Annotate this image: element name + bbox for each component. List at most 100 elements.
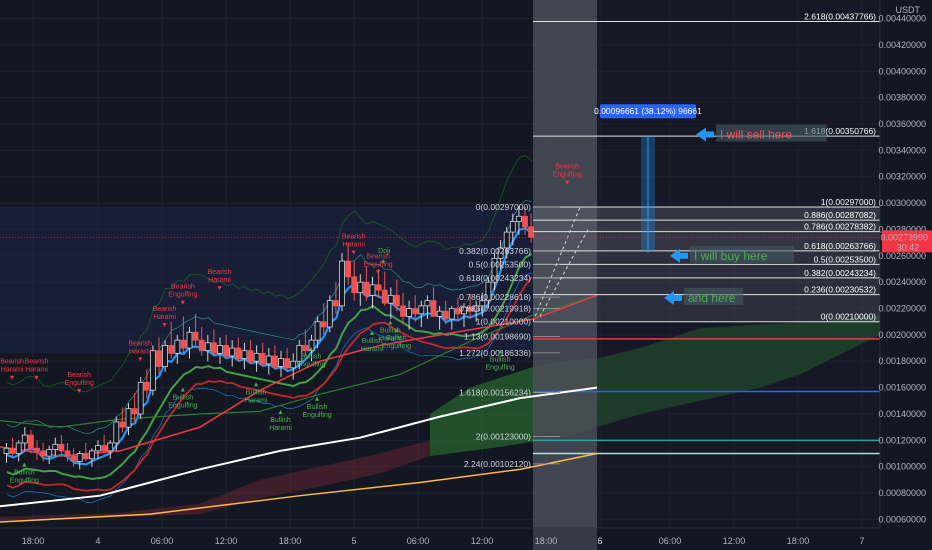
time-tick: 18:00	[787, 536, 810, 546]
candle-body[interactable]	[223, 345, 230, 357]
candle-body[interactable]	[290, 360, 297, 369]
candle-body[interactable]	[192, 331, 199, 341]
candle-body[interactable]	[40, 450, 46, 457]
candle-body[interactable]	[461, 306, 467, 315]
time-tick: 12:00	[215, 536, 238, 546]
candle-body[interactable]	[467, 306, 474, 312]
candle-body[interactable]	[137, 381, 144, 415]
candle-body[interactable]	[522, 215, 528, 228]
candle-body[interactable]	[162, 345, 169, 367]
arrow-up-icon	[388, 320, 393, 325]
candle-body[interactable]	[52, 443, 59, 450]
candle-body[interactable]	[113, 421, 120, 444]
candle-body[interactable]	[3, 447, 10, 454]
candle-body[interactable]	[168, 345, 175, 354]
candle-body[interactable]	[326, 300, 333, 328]
note-sell[interactable]: I will sell here	[696, 124, 827, 142]
projection-dash	[532, 206, 581, 322]
candle-body[interactable]	[107, 442, 114, 452]
candle-body[interactable]	[119, 421, 126, 428]
candle-body[interactable]	[320, 321, 327, 328]
candle-body[interactable]	[265, 355, 272, 365]
candle-body[interactable]	[217, 345, 223, 354]
candle-body[interactable]	[229, 347, 236, 357]
candle-body[interactable]	[375, 284, 382, 291]
candle-body[interactable]	[180, 339, 187, 349]
candle-body[interactable]	[131, 408, 138, 415]
candle-body[interactable]	[125, 408, 132, 428]
candle-body[interactable]	[406, 308, 413, 317]
candle-body[interactable]	[302, 345, 309, 352]
candle-body[interactable]	[15, 442, 22, 454]
candle-body[interactable]	[241, 350, 248, 360]
candle-body[interactable]	[479, 300, 486, 307]
candle-body[interactable]	[34, 447, 40, 452]
candle-body[interactable]	[448, 308, 455, 320]
candle-body[interactable]	[278, 358, 284, 367]
candle-body[interactable]	[369, 284, 376, 296]
candle-body[interactable]	[351, 276, 358, 294]
candle-body[interactable]	[210, 342, 217, 354]
candle-body[interactable]	[143, 381, 150, 391]
candle-body[interactable]	[357, 281, 364, 294]
note-and-here[interactable]: and here	[664, 287, 744, 305]
candle-body[interactable]	[46, 449, 53, 457]
candle-body[interactable]	[528, 226, 534, 238]
candle-body[interactable]	[363, 281, 370, 296]
candle-body[interactable]	[271, 355, 278, 367]
candle-body[interactable]	[64, 450, 71, 457]
candle-body[interactable]	[412, 308, 419, 315]
candle-body[interactable]	[259, 352, 266, 365]
candle-body[interactable]	[95, 445, 101, 452]
candle-body[interactable]	[473, 305, 480, 312]
candle-body[interactable]	[430, 300, 437, 317]
candle-body[interactable]	[89, 450, 95, 460]
candle-body[interactable]	[381, 289, 388, 304]
candle-body[interactable]	[503, 231, 510, 249]
candle-body[interactable]	[82, 453, 89, 460]
candle-body[interactable]	[332, 300, 339, 307]
note-buy[interactable]: I will buy here	[670, 245, 794, 263]
candle-body[interactable]	[70, 455, 77, 462]
pattern-subtext: Harami	[1, 367, 24, 374]
candle-body[interactable]	[339, 260, 345, 307]
price-tick: 0.00100000	[878, 462, 926, 472]
candle-body[interactable]	[516, 215, 522, 222]
candle-body[interactable]	[235, 347, 242, 360]
candle-body[interactable]	[345, 260, 352, 278]
candle-body[interactable]	[284, 358, 291, 369]
candle-body[interactable]	[247, 350, 254, 362]
candle-body[interactable]	[497, 247, 504, 259]
candle-body[interactable]	[436, 310, 443, 317]
candle-body[interactable]	[149, 350, 156, 391]
candle-body[interactable]	[296, 345, 303, 362]
candle-body[interactable]	[393, 294, 400, 307]
candle-body[interactable]	[186, 331, 193, 349]
candle-body[interactable]	[58, 443, 65, 452]
candle-body[interactable]	[454, 308, 461, 315]
candle-body[interactable]	[485, 281, 492, 302]
candle-body[interactable]	[442, 310, 449, 320]
candle-body[interactable]	[418, 305, 425, 315]
candle-body[interactable]	[76, 453, 83, 462]
candle-body[interactable]	[156, 350, 162, 367]
candle-body[interactable]	[387, 294, 394, 304]
candle-body[interactable]	[204, 342, 211, 352]
candle-body[interactable]	[491, 258, 498, 283]
candle-body[interactable]	[314, 321, 321, 341]
candle-body[interactable]	[509, 221, 516, 233]
candle-body[interactable]	[253, 352, 260, 362]
candle-body[interactable]	[198, 339, 205, 352]
candle-body[interactable]	[27, 434, 34, 449]
candle-body[interactable]	[21, 434, 28, 444]
candle-body[interactable]	[101, 445, 107, 452]
pattern-subtext: Harami	[153, 314, 176, 321]
candle-body[interactable]	[424, 300, 431, 307]
candle-body[interactable]	[174, 339, 181, 354]
candle-body[interactable]	[9, 447, 16, 454]
candle-body[interactable]	[400, 305, 406, 317]
